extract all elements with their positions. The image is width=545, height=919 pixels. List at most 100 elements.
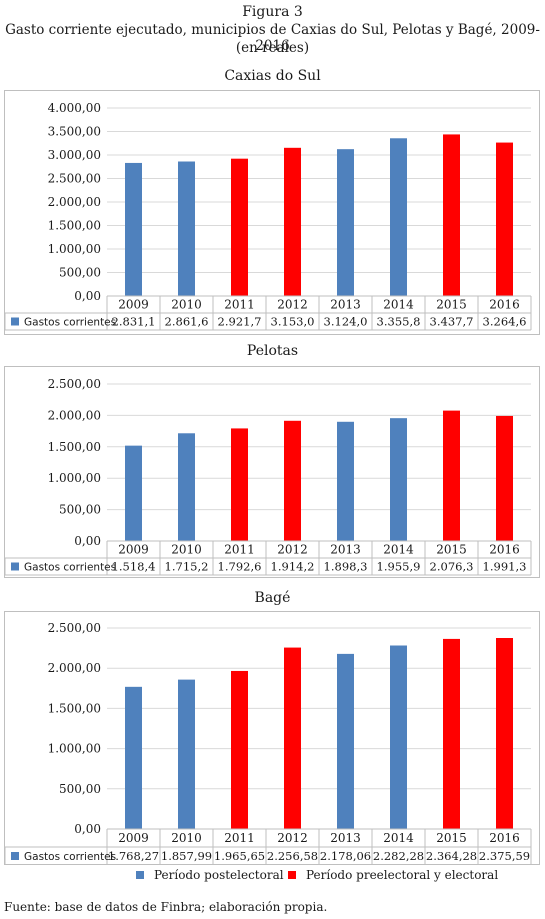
bar-2010 [178,433,195,541]
series-name: Gastos corrientes [24,562,116,574]
bar-2016 [496,638,513,829]
x-category-label: 2013 [330,831,361,845]
x-category-label: 2016 [489,543,520,557]
x-category-label: 2012 [277,543,308,557]
data-label: 2.256,58 [267,849,318,863]
chart-panel-pelotas: 0,00 500,00 1.000,00 1.500,00 2.000,00 2.500,… [4,366,540,578]
y-tick-label: 1.500,00 [48,219,101,233]
bar-2013 [337,421,354,541]
x-category-label: 2014 [383,831,414,845]
y-tick-label: 2.500,00 [48,172,101,186]
data-label: 1.991,3 [483,560,527,574]
data-label: 2.282,28 [373,849,424,863]
y-tick-label: 2.000,00 [48,661,101,675]
chart-panel-caxias: 0,00 500,00 1.000,00 1.500,00 2.000,00 2.500,… [4,90,540,335]
data-label: 2.364,28 [426,849,477,863]
data-label: 1.857,99 [161,849,212,863]
x-category-label: 2010 [171,298,202,312]
x-category-label: 2015 [436,543,467,557]
chart-bage: 0,00 500,00 1.000,00 1.500,00 2.000,00 2.500,… [5,621,532,864]
data-label: 3.264,6 [483,315,527,329]
bar-2010 [178,161,195,296]
y-tick-label: 4.000,00 [48,101,101,115]
bar-2014 [390,645,407,829]
bar-2014 [390,418,407,541]
chart-pelotas: 0,00 500,00 1.000,00 1.500,00 2.000,00 2.500,… [5,377,532,576]
y-tick-label: 1.500,00 [48,701,101,715]
x-category-label: 2013 [330,298,361,312]
y-tick-label: 2.500,00 [48,377,101,391]
data-label: 2.178,06 [320,849,371,863]
bar-2015 [443,134,460,296]
y-tick-label: 1.000,00 [48,742,101,756]
y-tick-label: 0,00 [74,534,101,548]
x-category-label: 2009 [118,831,149,845]
x-category-label: 2009 [118,543,149,557]
y-tick-label: 500,00 [59,503,101,517]
chart-caxias: 0,00 500,00 1.000,00 1.500,00 2.000,00 2.500,… [5,101,532,331]
series-legend-key [11,852,19,860]
chart-legend: Período postelectoral Período preelector… [0,868,545,884]
x-category-label: 2016 [489,831,520,845]
data-label: 3.124,0 [324,315,368,329]
bar-2011 [231,158,248,296]
x-category-label: 2011 [224,298,255,312]
chart-panel-bage: 0,00 500,00 1.000,00 1.500,00 2.000,00 2.500,… [4,611,540,865]
bar-2016 [496,415,513,541]
x-category-label: 2014 [383,298,414,312]
data-label: 1.965,65 [214,849,265,863]
bar-2012 [284,420,301,541]
series-legend-key [11,317,19,326]
legend-swatch-preelectoral [288,870,296,879]
data-label: 1.955,9 [377,560,421,574]
y-tick-label: 3.000,00 [48,148,101,162]
x-category-label: 2016 [489,298,520,312]
data-label: 2.831,1 [112,315,156,329]
x-category-label: 2011 [224,543,255,557]
bar-2011 [231,428,248,541]
bar-2011 [231,670,248,829]
bar-2013 [337,653,354,829]
legend-swatch-postelectoral [136,870,144,879]
x-category-label: 2010 [171,543,202,557]
x-category-label: 2013 [330,543,361,557]
x-category-label: 2015 [436,831,467,845]
x-category-label: 2012 [277,298,308,312]
y-tick-label: 500,00 [59,782,101,796]
data-label: 2.921,7 [218,315,262,329]
series-name: Gastos corrientes [24,317,116,329]
x-category-label: 2009 [118,298,149,312]
y-tick-label: 2.000,00 [48,408,101,422]
bar-2009 [125,162,142,296]
legend-label-preelectoral: Período preelectoral y electoral [306,868,499,882]
y-tick-label: 0,00 [74,822,101,836]
y-tick-label: 500,00 [59,266,101,280]
y-tick-label: 1.000,00 [48,471,101,485]
bar-2015 [443,410,460,541]
y-tick-label: 1.000,00 [48,242,101,256]
data-label: 1.518,4 [112,560,156,574]
bar-2013 [337,149,354,296]
x-category-label: 2014 [383,543,414,557]
x-category-label: 2010 [171,831,202,845]
data-label: 3.153,0 [271,315,315,329]
y-tick-label: 0,00 [74,289,101,303]
x-category-label: 2015 [436,298,467,312]
bar-2009 [125,445,142,541]
figure-unit: (en reales) [235,40,310,56]
legend-item-postelectoral: Período postelectoral [136,868,284,882]
data-label: 1.715,2 [165,560,209,574]
data-label: 1.898,3 [324,560,368,574]
data-label: 1.792,6 [218,560,262,574]
bar-2009 [125,686,142,829]
figure-label: Figura 3 [242,4,303,20]
bar-2014 [390,138,407,296]
data-label: 2.076,3 [430,560,474,574]
data-label: 1.768,27 [108,849,159,863]
x-category-label: 2012 [277,831,308,845]
y-tick-label: 2.000,00 [48,195,101,209]
data-label: 2.375,59 [479,849,530,863]
legend-item-preelectoral: Período preelectoral y electoral [288,868,498,882]
data-label: 1.914,2 [271,560,315,574]
bar-2016 [496,142,513,296]
